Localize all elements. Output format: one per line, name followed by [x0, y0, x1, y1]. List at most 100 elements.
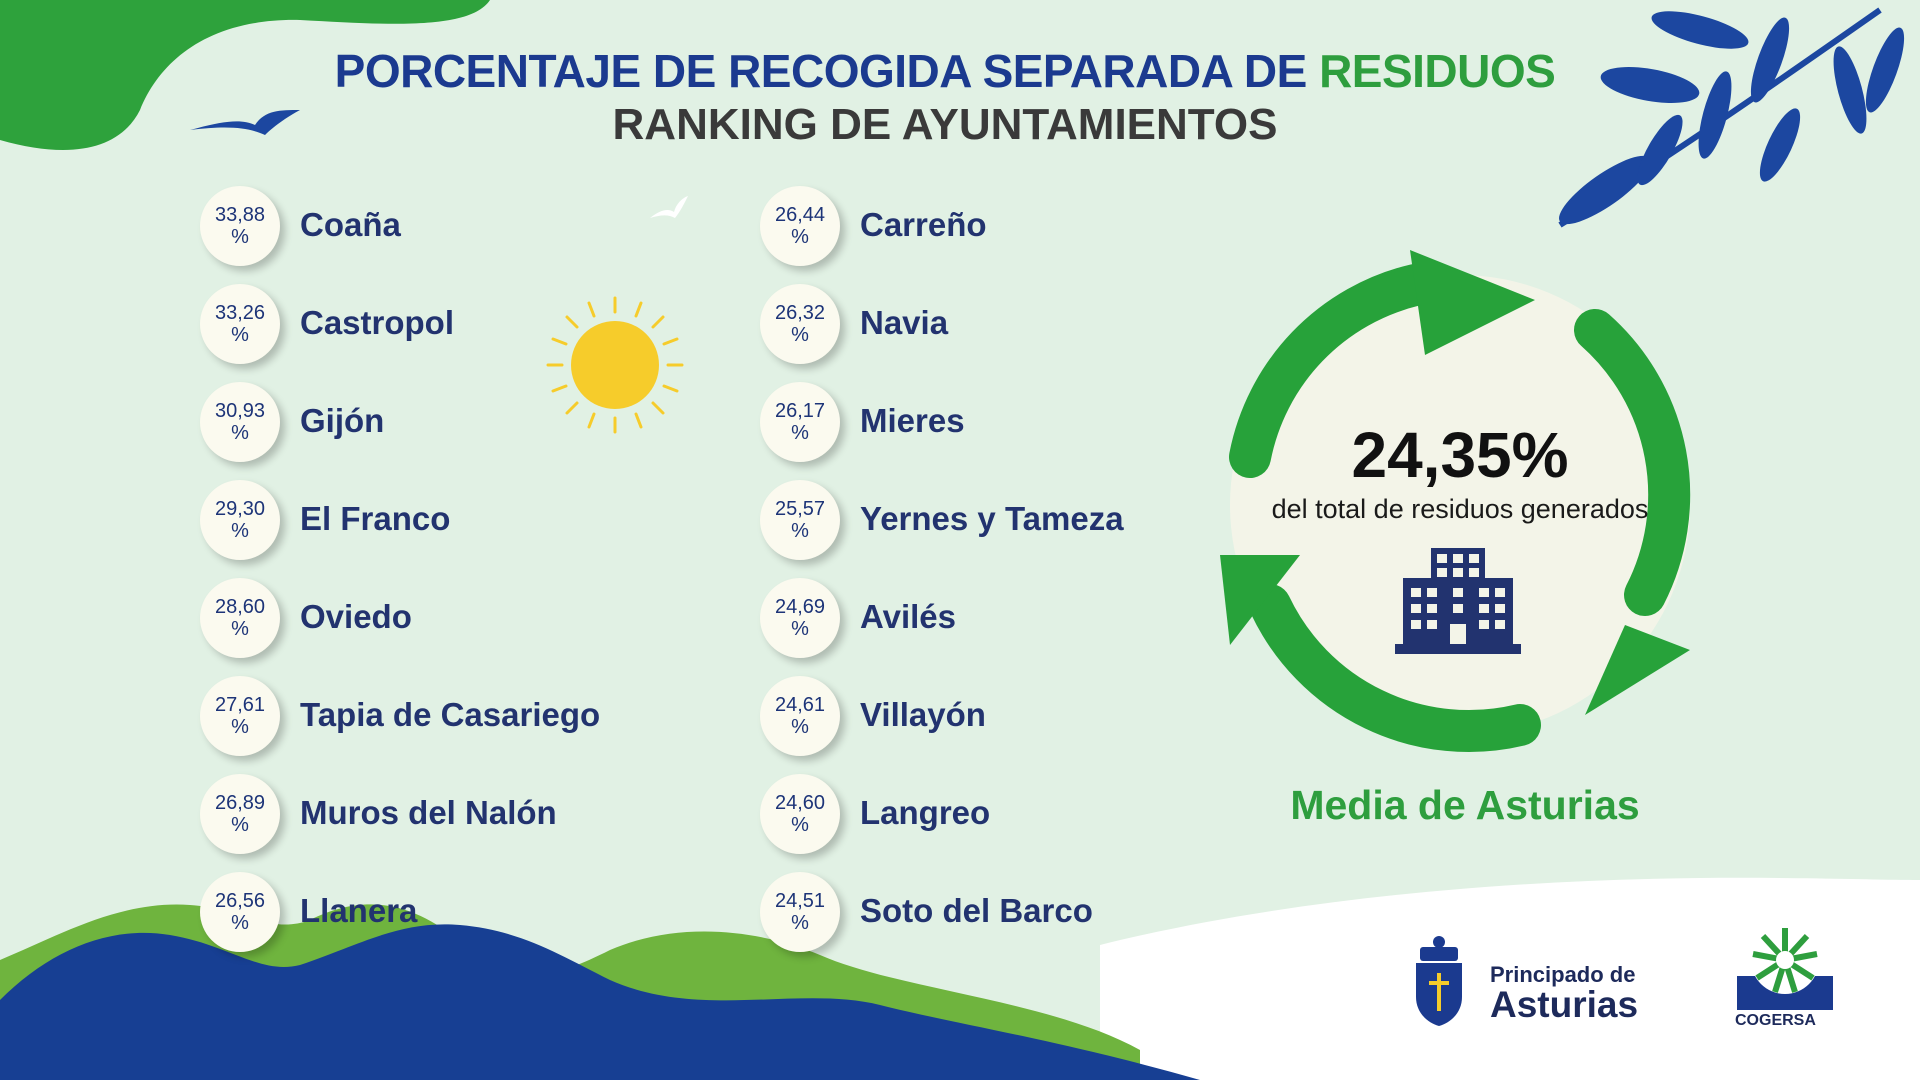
page-title: PORCENTAJE DE RECOGIDA SEPARADA DE RESID… — [0, 44, 1890, 98]
percentage-value: 30,93 — [214, 400, 266, 422]
municipality-name: Castropol — [300, 304, 455, 341]
ranking-row: 29,30% El Franco — [200, 480, 720, 566]
percentage-value: 26,17 — [774, 400, 826, 422]
percentage-unit: % — [231, 422, 249, 444]
municipality-name: Soto del Barco — [860, 892, 1093, 929]
percentage-unit: % — [791, 520, 809, 542]
title-part-1: PORCENTAJE DE RECOGIDA SEPARADA DE — [334, 45, 1308, 97]
percentage-value: 33,88 — [214, 204, 266, 226]
percentage-bubble: 27,61% — [200, 676, 280, 756]
percentage-value: 33,26 — [214, 302, 266, 324]
average-description: del total de residuos generados — [1271, 494, 1649, 524]
recycle-arrows-icon — [1220, 250, 1691, 752]
percentage-unit: % — [791, 618, 809, 640]
percentage-unit: % — [791, 912, 809, 934]
ranking-row: 26,17% Mieres — [760, 382, 1280, 468]
ranking-row: 33,26% Castropol — [200, 284, 720, 370]
municipality-name: Yernes y Tameza — [860, 500, 1124, 537]
gov-logo-line1: Principado de — [1490, 962, 1636, 987]
municipality-name: Langreo — [860, 794, 991, 831]
ranking-row: 26,89% Muros del Nalón — [200, 774, 720, 860]
average-label: Media de Asturias — [1290, 782, 1640, 828]
percentage-value: 24,60 — [774, 792, 826, 814]
ranking-row: 24,60% Langreo — [760, 774, 1280, 860]
page-subtitle: RANKING DE AYUNTAMIENTOS — [612, 100, 1278, 149]
municipality-name: Muros del Nalón — [300, 794, 557, 831]
percentage-unit: % — [791, 814, 809, 836]
ranking-row: 26,44% Carreño — [760, 186, 1280, 272]
percentage-bubble: 33,26% — [200, 284, 280, 364]
municipality-name: Gijón — [300, 402, 385, 439]
percentage-value: 24,69 — [774, 596, 826, 618]
percentage-bubble: 25,57% — [760, 480, 840, 560]
percentage-value: 29,30 — [214, 498, 266, 520]
ranking-row: 26,32% Navia — [760, 284, 1280, 370]
percentage-bubble: 26,32% — [760, 284, 840, 364]
municipality-name: El Franco — [300, 500, 451, 537]
ranking-row: 24,69% Avilés — [760, 578, 1280, 664]
percentage-value: 24,51 — [774, 890, 826, 912]
bottom-right-white — [1100, 877, 1920, 1080]
title-part-2: RESIDUOS — [1319, 45, 1556, 97]
percentage-bubble: 26,56% — [200, 872, 280, 952]
ranking-row: 24,51% Soto del Barco — [760, 872, 1280, 958]
percentage-value: 28,60 — [214, 596, 266, 618]
percentage-bubble: 26,17% — [760, 382, 840, 462]
municipality-name: Tapia de Casariego — [300, 696, 601, 733]
percentage-value: 26,56 — [214, 890, 266, 912]
percentage-unit: % — [791, 716, 809, 738]
percentage-bubble: 30,93% — [200, 382, 280, 462]
municipality-name: Mieres — [860, 402, 965, 439]
municipality-name: Carreño — [860, 206, 987, 243]
percentage-unit: % — [231, 814, 249, 836]
top-left-wave — [0, 0, 490, 150]
bird-icon — [190, 110, 300, 135]
percentage-unit: % — [791, 226, 809, 248]
ranking-row: 24,61% Villayón — [760, 676, 1280, 762]
percentage-bubble: 29,30% — [200, 480, 280, 560]
percentage-unit: % — [231, 324, 249, 346]
municipality-name: Navia — [860, 304, 949, 341]
percentage-value: 25,57 — [774, 498, 826, 520]
percentage-unit: % — [231, 520, 249, 542]
ranking-row: 33,88% Coaña — [200, 186, 720, 272]
percentage-bubble: 28,60% — [200, 578, 280, 658]
sun-icon — [546, 296, 684, 434]
ranking-row: 26,56% Llanera — [200, 872, 720, 958]
percentage-bubble: 24,51% — [760, 872, 840, 952]
percentage-unit: % — [231, 716, 249, 738]
percentage-bubble: 33,88% — [200, 186, 280, 266]
percentage-bubble: 26,44% — [760, 186, 840, 266]
percentage-unit: % — [791, 422, 809, 444]
municipality-name: Avilés — [860, 598, 957, 635]
cogersa-logo-icon — [1737, 926, 1833, 1010]
building-icon — [1395, 548, 1521, 654]
municipality-name: Llanera — [300, 892, 418, 929]
percentage-bubble: 24,60% — [760, 774, 840, 854]
percentage-value: 27,61 — [214, 694, 266, 716]
percentage-unit: % — [231, 618, 249, 640]
ranking-row: 30,93% Gijón — [200, 382, 720, 468]
coat-of-arms-icon — [1416, 936, 1462, 1026]
ranking-row: 25,57% Yernes y Tameza — [760, 480, 1280, 566]
percentage-unit: % — [231, 226, 249, 248]
municipality-name: Oviedo — [300, 598, 412, 635]
leaf-branch-icon — [1558, 7, 1905, 228]
ranking-row: 28,60% Oviedo — [200, 578, 720, 664]
percentage-bubble: 24,69% — [760, 578, 840, 658]
percentage-unit: % — [791, 324, 809, 346]
bird-icon — [650, 196, 688, 218]
average-value: 24,35% — [1351, 419, 1569, 491]
municipality-name: Coaña — [300, 206, 401, 243]
percentage-value: 26,32 — [774, 302, 826, 324]
ranking-row: 27,61% Tapia de Casariego — [200, 676, 720, 762]
gov-logo-line2: Asturias — [1490, 984, 1639, 1025]
percentage-unit: % — [231, 912, 249, 934]
percentage-bubble: 24,61% — [760, 676, 840, 756]
cogersa-logo-text: COGERSA — [1735, 1012, 1816, 1029]
percentage-bubble: 26,89% — [200, 774, 280, 854]
percentage-value: 26,44 — [774, 204, 826, 226]
percentage-value: 24,61 — [774, 694, 826, 716]
percentage-value: 26,89 — [214, 792, 266, 814]
